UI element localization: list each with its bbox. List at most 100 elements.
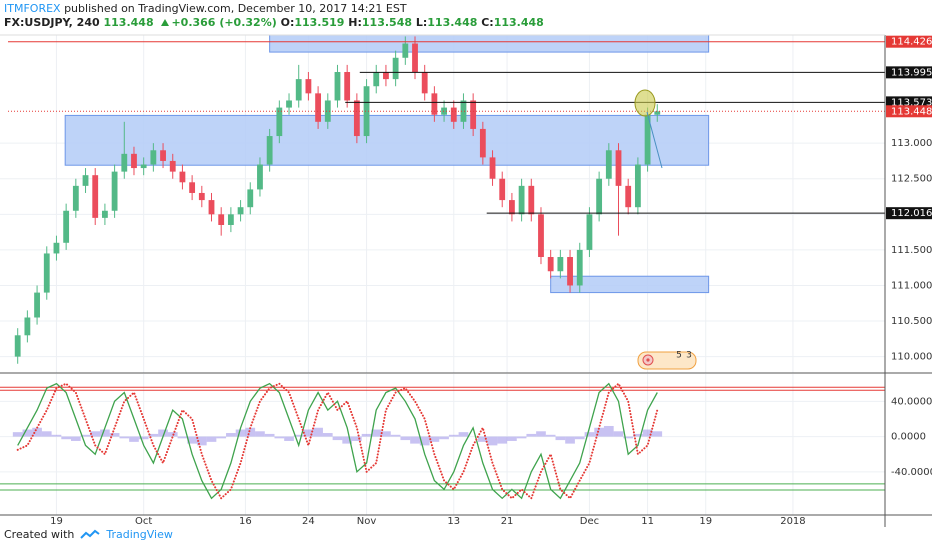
published: published on TradingView.com, December 1…: [64, 2, 407, 15]
osc-bar: [177, 436, 188, 439]
price-label: 112.016: [891, 208, 932, 219]
price-label: 113.995: [891, 67, 932, 78]
osc-bar: [361, 433, 372, 437]
osc-bar: [293, 434, 304, 437]
candle-body: [567, 257, 573, 286]
y-tick-label: 110.500: [891, 316, 932, 327]
osc-bar: [100, 429, 110, 437]
ohlc-label: H:: [348, 16, 362, 29]
osc-bar: [613, 431, 624, 437]
osc-bar: [119, 436, 130, 439]
projection-arrow: [646, 111, 663, 169]
osc-bar: [419, 436, 430, 446]
osc-bar: [342, 436, 353, 444]
osc-bar: [516, 436, 527, 439]
candle-body: [644, 114, 651, 165]
osc-bar: [313, 427, 323, 437]
price-label-bg: [886, 105, 932, 118]
osc-bar: [22, 429, 33, 437]
candle-body: [528, 185, 535, 215]
candle-body: [53, 242, 60, 254]
osc-bar: [400, 436, 411, 441]
x-tick-label: 19: [50, 516, 63, 527]
osc-bar: [381, 431, 391, 437]
candle-body: [43, 253, 50, 293]
candle-body: [101, 210, 108, 218]
candle-body: [654, 111, 661, 115]
x-tick-label: 21: [501, 516, 514, 527]
osc-bar: [235, 429, 246, 437]
candle-body: [383, 72, 389, 80]
event-icon-dot: [646, 358, 650, 362]
candle-body: [557, 257, 564, 272]
osc-bar: [497, 436, 508, 444]
y-tick-label: 111.000: [891, 280, 932, 291]
ohlc-value: 113.548: [361, 16, 413, 29]
osc-bar: [536, 431, 546, 437]
candle-body: [160, 150, 166, 161]
ohlc-label: O:: [280, 16, 295, 29]
candle-body: [266, 136, 273, 165]
header: ITMFOREX published on TradingView.com, D…: [4, 2, 544, 30]
candle-body: [324, 100, 331, 122]
event-count: 5: [676, 351, 682, 361]
candle-body: [576, 249, 583, 286]
candle-body: [470, 100, 477, 129]
candle-body: [189, 182, 196, 193]
y-tick-label: 110.000: [891, 352, 932, 363]
candle-body: [392, 57, 399, 80]
candle-body: [34, 292, 40, 318]
osc-bar: [264, 433, 275, 437]
x-tick-label: Oct: [135, 516, 152, 527]
candle-body: [538, 214, 544, 258]
osc-bar: [555, 436, 566, 441]
price-label: 113.573: [891, 97, 932, 108]
candle-body: [596, 178, 603, 215]
candle-body: [344, 72, 351, 101]
footer-brand[interactable]: TradingView: [106, 528, 173, 541]
x-tick-label: 11: [641, 516, 654, 527]
osc-bar: [80, 434, 91, 437]
candle-body: [14, 335, 21, 357]
osc-bar: [332, 436, 343, 441]
candle-body: [140, 164, 147, 169]
osc-bar: [303, 429, 314, 437]
candle-body: [72, 185, 79, 211]
y-tick-label: 111.500: [891, 245, 932, 256]
x-tick-label: 2018: [780, 516, 805, 527]
candle-body: [363, 86, 370, 137]
candle-body: [111, 171, 118, 211]
osc-bar: [206, 436, 217, 442]
candle-body: [402, 43, 409, 58]
candle-body: [227, 214, 234, 225]
osc-bar: [545, 434, 556, 437]
price-label-bg: [886, 66, 932, 79]
change-pct: (+0.32%): [219, 16, 277, 29]
candle-body: [179, 171, 186, 183]
candle-body: [431, 93, 438, 115]
zone: [550, 275, 710, 294]
x-tick-label: Dec: [580, 516, 599, 527]
osc-bar: [255, 431, 265, 437]
candle-body: [499, 178, 506, 201]
author: ITMFOREX: [4, 2, 61, 15]
osc-bar: [41, 431, 52, 437]
candle-body: [315, 93, 322, 122]
candle-body: [286, 100, 292, 108]
osc-bar: [129, 436, 139, 442]
ohlc-label: L:: [415, 16, 428, 29]
osc-bar: [526, 433, 537, 437]
candle-body: [479, 128, 486, 158]
x-tick-label: 19: [699, 516, 712, 527]
osc-line: [17, 382, 658, 500]
candle-body: [198, 192, 205, 201]
osc-bar: [652, 431, 663, 437]
candle-body: [24, 317, 31, 336]
candle-body: [353, 100, 360, 137]
candle-body: [373, 72, 380, 87]
osc-bar: [245, 427, 256, 437]
candle-body: [509, 200, 515, 215]
candle-body: [634, 164, 641, 208]
y-tick-label: 0.0000: [891, 432, 926, 443]
